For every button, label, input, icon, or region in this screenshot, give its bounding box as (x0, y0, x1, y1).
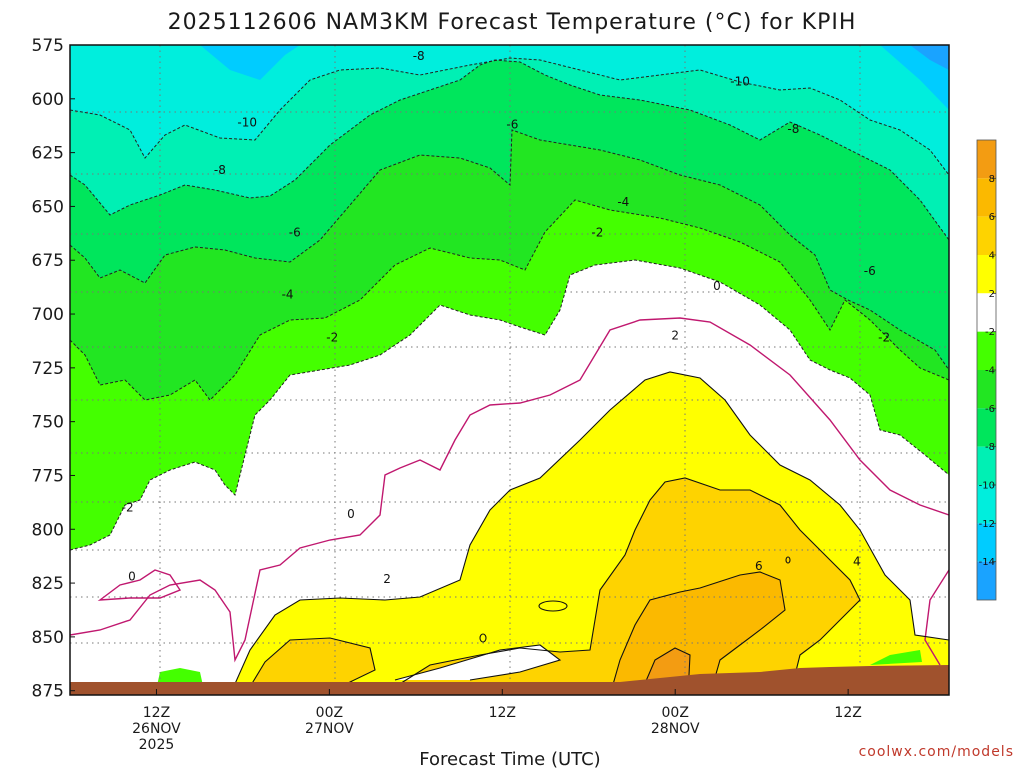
chart-title: 2025112606 NAM3KM Forecast Temperature (… (168, 10, 857, 35)
contour-label: -2 (591, 225, 603, 239)
colorbar-swatch (977, 485, 996, 524)
contour-label: 6 (755, 559, 763, 573)
x-tick-label: 28NOV (651, 721, 700, 737)
colorbar-label: 2 (989, 289, 995, 300)
x-tick-label: 27NOV (305, 721, 354, 737)
gridlines (70, 45, 949, 695)
contour-label: -10 (730, 75, 750, 89)
contour-label: -4 (617, 195, 629, 209)
negative-contours (70, 57, 949, 551)
contour-label: 2 (383, 572, 391, 586)
x-tick-label: 12Z (834, 705, 861, 721)
colorbar-label: -2 (985, 327, 995, 338)
colorbar-swatch (977, 293, 996, 332)
y-tick-label: 750 (32, 413, 64, 433)
contour-label: -6 (864, 264, 876, 278)
x-tick-label: 00Z (662, 705, 689, 721)
colorbar-swatch (977, 561, 996, 600)
x-tick-label: 00Z (316, 705, 343, 721)
zero-isotherm (70, 317, 949, 666)
colorbar-label: -14 (979, 557, 995, 568)
contour-label: 0 (347, 507, 355, 521)
contour-label: -8 (787, 122, 799, 136)
colorbar-label: -10 (979, 481, 995, 492)
contour-label: -6 (506, 118, 518, 132)
contour-label: 4 (853, 555, 861, 569)
y-tick-label: 800 (32, 520, 64, 540)
colorbar-swatch (977, 331, 996, 370)
colorbar-swatch (977, 140, 996, 179)
colorbar-label: -12 (979, 519, 995, 530)
y-tick-label: 775 (32, 466, 64, 486)
colorbar-label: -4 (985, 366, 995, 377)
contour-label: 0 (128, 570, 136, 584)
band-cold-pocket (395, 645, 560, 680)
colorbar-label: 6 (989, 212, 995, 223)
colorbar-swatch (977, 523, 996, 562)
y-tick-label: 600 (32, 90, 64, 110)
positive-contours (229, 371, 949, 695)
x-tick-label: 12Z (143, 705, 170, 721)
y-axis: 575 600 625 650 675 700 725 750 775 800 825 850 875 (32, 36, 75, 702)
terrain (70, 665, 949, 695)
contour-label: -4 (282, 288, 294, 302)
x-tick-label: 2025 (139, 737, 175, 753)
contour-label: -6 (289, 225, 301, 239)
colorbar-label: 8 (989, 174, 995, 185)
contour-label: -2 (326, 331, 338, 345)
contour-label: -10 (237, 115, 257, 129)
colorbar-swatch (977, 255, 996, 294)
y-tick-label: 875 (32, 682, 64, 702)
y-tick-label: 725 (32, 359, 64, 379)
y-tick-label: 825 (32, 574, 64, 594)
credit-link[interactable]: coolwx.com/models (859, 744, 1014, 760)
colorbar: 8 6 4 2 -2 -4 -6 -8 -10 -12 -14 (976, 139, 997, 601)
plot-area: -8 -10 -6 -8 -10 -8 -6 -4 -4 -2 -6 -2 -2 -2 0 2 0 0 2 6 4 (70, 45, 949, 695)
y-tick-label: 650 (32, 197, 64, 217)
x-axis-label: Forecast Time (UTC) (419, 749, 600, 768)
contour-label: 0 (713, 279, 721, 293)
contour-labels: -8 -10 -6 -8 -10 -8 -6 -4 -4 -2 -6 -2 -2 -2 0 2 0 0 2 6 4 (122, 49, 890, 586)
x-tick-label: 12Z (489, 705, 516, 721)
colorbar-label: -6 (985, 404, 995, 415)
colorbar-swatch (977, 216, 996, 255)
colorbar-swatch (977, 370, 996, 409)
colorbar-label: -8 (985, 442, 995, 453)
contour-label: -2 (122, 501, 134, 515)
y-tick-label: 850 (32, 628, 64, 648)
band-lowlevel-green-right (870, 650, 922, 665)
colorbar-label: 4 (989, 251, 995, 262)
y-tick-label: 625 (32, 144, 64, 164)
contour-label: 2 (671, 329, 679, 343)
contour-label: -8 (413, 49, 425, 63)
colorbar-swatch (977, 446, 996, 485)
colorbar-swatch (977, 178, 996, 217)
y-tick-label: 575 (32, 36, 64, 56)
y-tick-label: 675 (32, 251, 64, 271)
contour-label: -8 (214, 163, 226, 177)
x-tick-label: 26NOV (132, 721, 181, 737)
plot-frame (69, 44, 950, 696)
y-tick-label: 700 (32, 305, 64, 325)
colorbar-swatch (977, 408, 996, 447)
contour-label: -2 (878, 331, 890, 345)
